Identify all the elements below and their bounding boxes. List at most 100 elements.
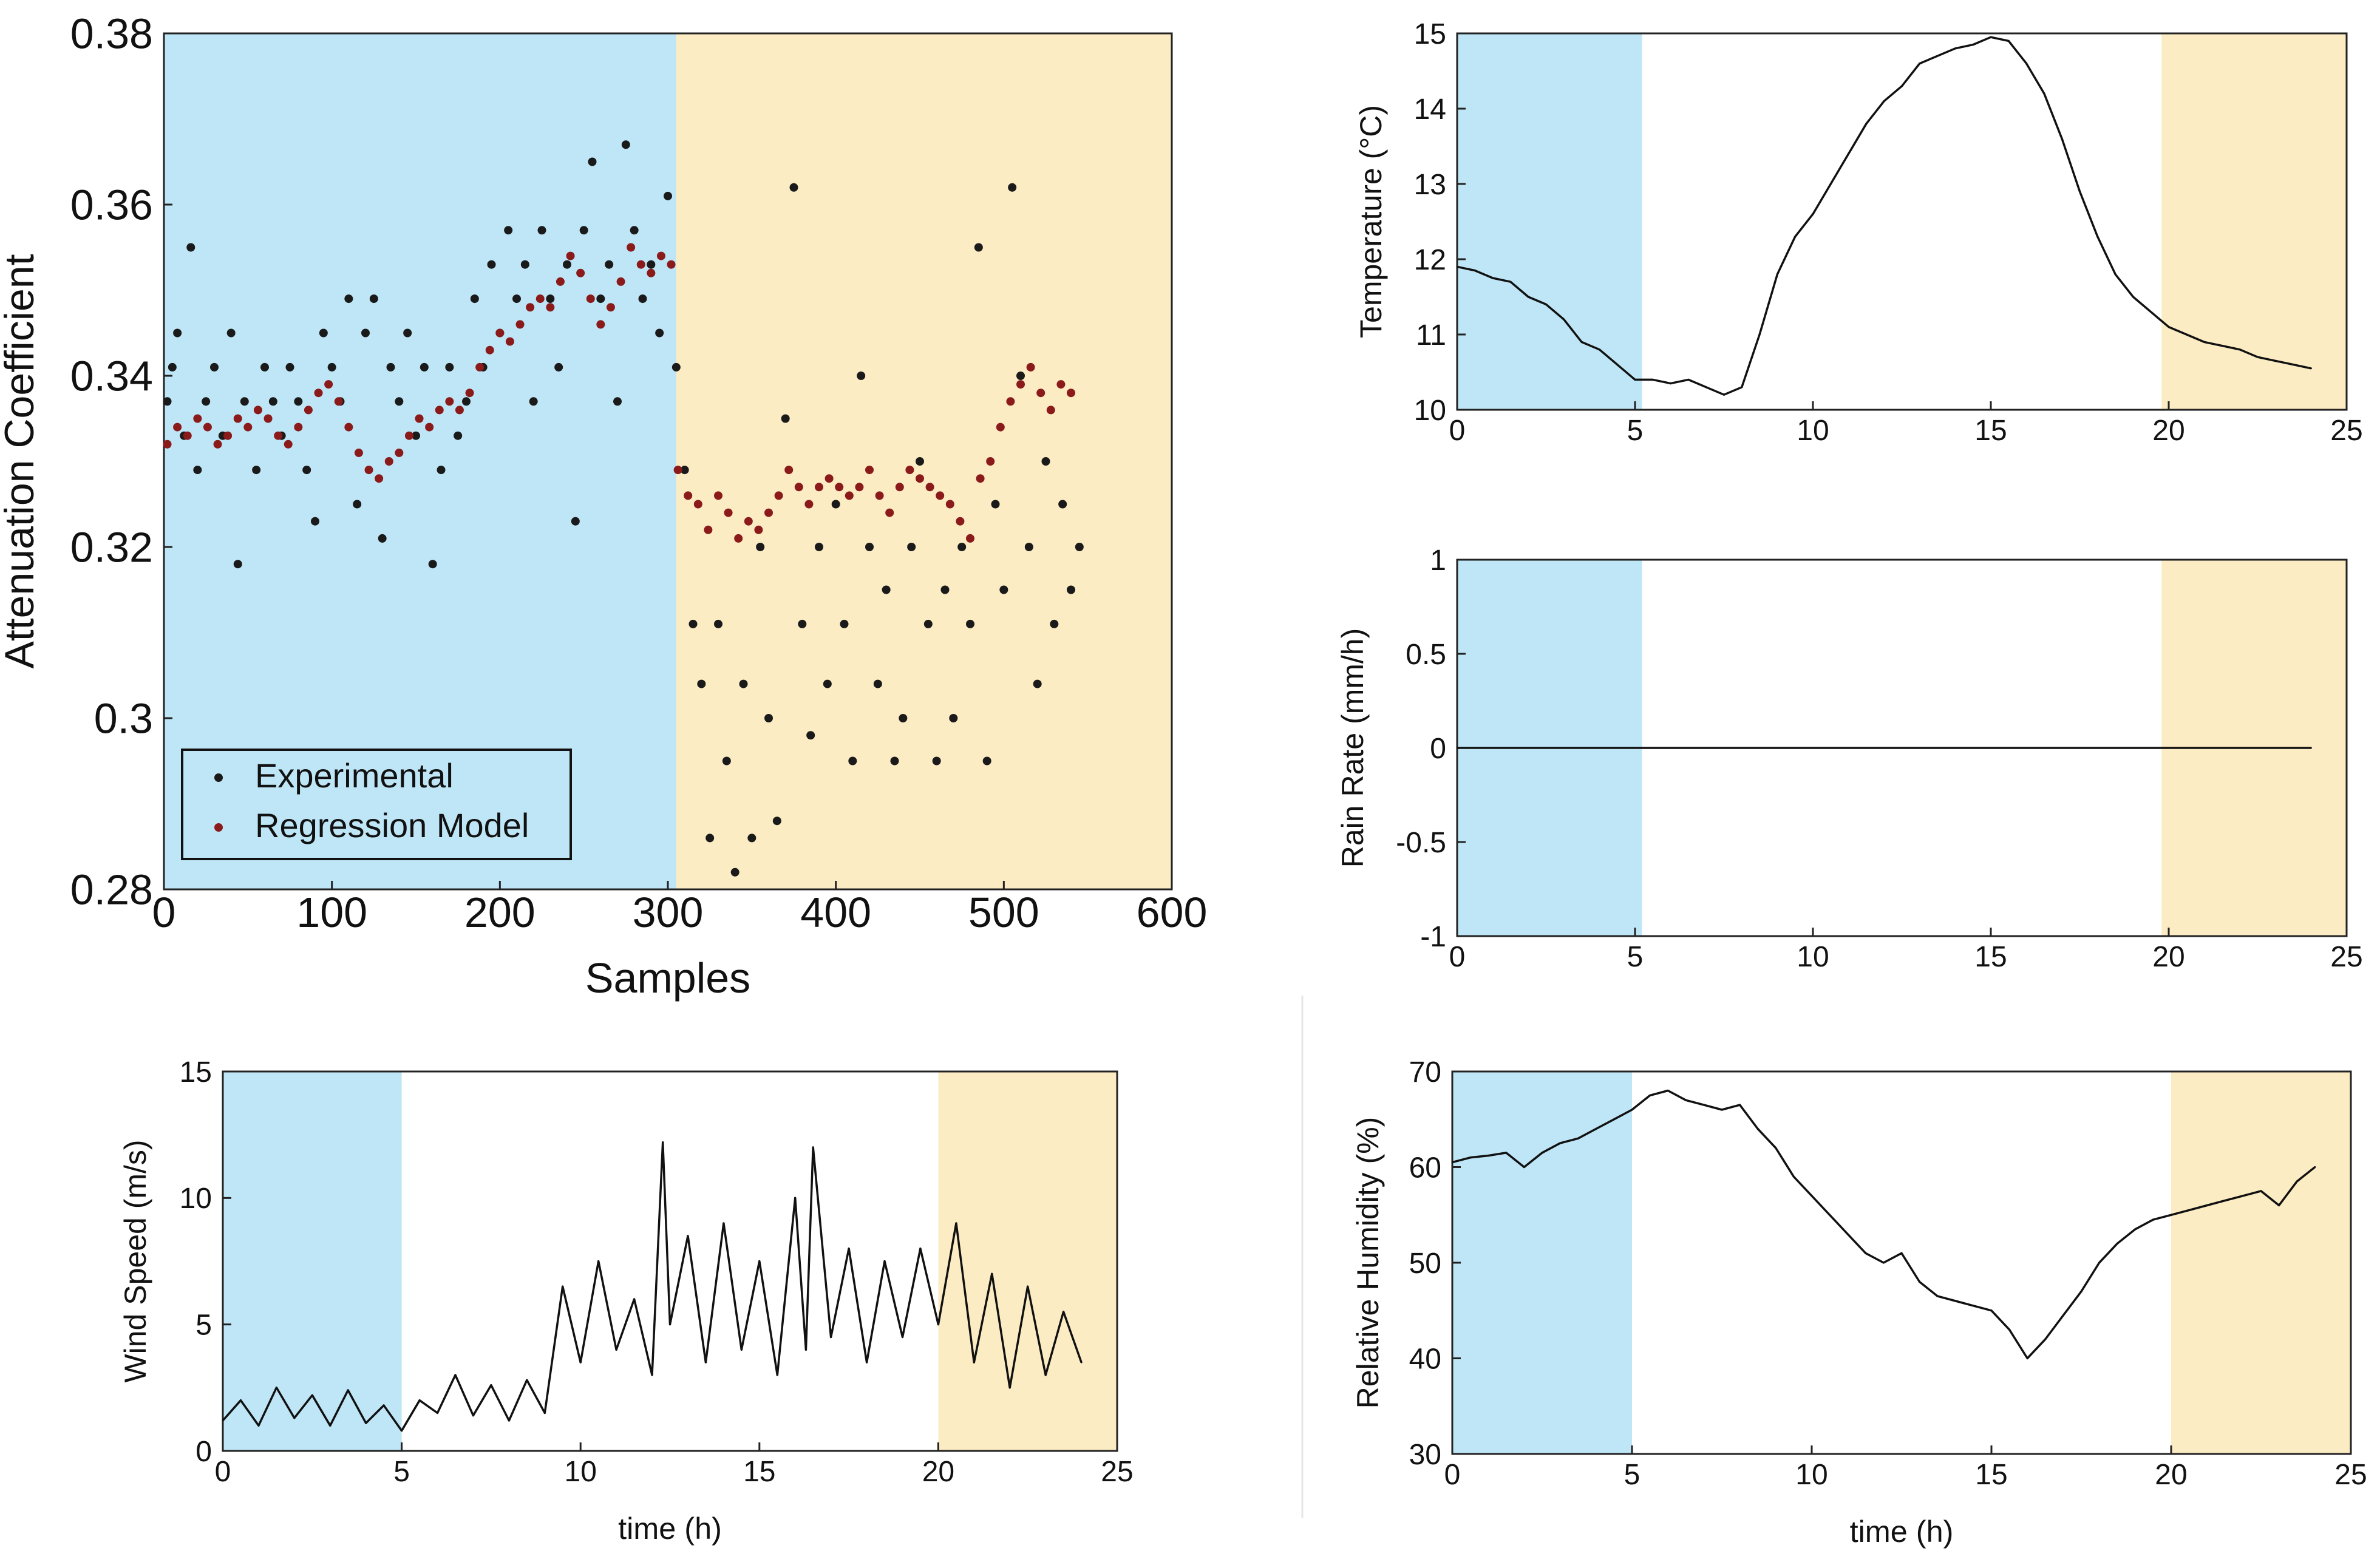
temperature-data-point: [2096, 236, 2099, 238]
experimental-point: [395, 397, 404, 406]
y-tick-label: 0.28: [70, 866, 153, 914]
humidity-data-point: [2188, 1209, 2191, 1211]
regression-point: [724, 508, 733, 517]
regression-point: [556, 277, 565, 286]
temperature-plot-frame: [1456, 32, 2348, 411]
humidity-data-point: [1559, 1142, 1562, 1144]
humidity-data-point: [1613, 1118, 1615, 1121]
experimental-point: [1033, 679, 1042, 688]
regression-point: [576, 268, 585, 277]
regression-point: [673, 466, 682, 475]
y-tick-label: 0.34: [70, 353, 153, 400]
wind-data-point: [991, 1272, 993, 1275]
wind-data-point: [794, 1197, 797, 1199]
x-tick-label: 10: [1795, 1459, 1827, 1491]
temperature-data-point: [1741, 386, 1743, 389]
regression-point: [425, 423, 434, 432]
experimental-point: [781, 414, 790, 423]
experimental-point: [226, 328, 236, 338]
experimental-point: [974, 243, 983, 252]
regression-point: [264, 414, 273, 423]
regression-point: [213, 440, 222, 449]
regression-point: [684, 491, 693, 500]
temperature-data-point: [1901, 85, 1903, 87]
wind-data-point: [1062, 1311, 1065, 1313]
experimental-point: [268, 397, 277, 406]
experimental-point: [899, 714, 908, 722]
temperature-data-point: [1794, 236, 1797, 238]
experimental-point: [378, 534, 387, 543]
temperature-data-point: [2239, 348, 2241, 351]
experimental-point: [664, 191, 672, 200]
regression-point: [636, 260, 645, 269]
wind-data-point: [633, 1298, 636, 1300]
x-tick-label: 25: [2334, 1459, 2367, 1491]
x-tick-label: 15: [743, 1456, 775, 1488]
regression-point: [354, 448, 363, 457]
x-tick-label: 100: [296, 889, 367, 936]
regression-point: [916, 474, 924, 483]
x-tick-label: 15: [1975, 1459, 2007, 1491]
regression-point: [704, 525, 713, 534]
experimental-point: [966, 619, 974, 628]
wind-data-point: [812, 1146, 814, 1149]
regression-point: [784, 466, 794, 475]
wind-data-point: [758, 1260, 761, 1262]
temperature-data-point: [2257, 356, 2259, 358]
experimental-point: [285, 362, 294, 372]
regression-point: [744, 517, 753, 526]
temperature-chart: 0 5 10 15 20 25 10 11 12 13 14 15 Temperature (°C): [1354, 18, 2363, 447]
experimental-point: [815, 543, 823, 551]
regression-point: [656, 251, 665, 260]
regression-point: [193, 414, 202, 423]
humidity-data-point: [1810, 1195, 1813, 1197]
wind-data-point: [222, 1419, 224, 1422]
regression-point: [375, 474, 384, 483]
temperature-data-point: [1829, 183, 1832, 185]
experimental-point: [806, 731, 815, 740]
x-tick-label: 15: [1974, 941, 2007, 973]
regression-point: [495, 328, 505, 338]
wind-data-point: [311, 1394, 313, 1396]
temperature-data-point: [1687, 378, 1690, 381]
regression-point: [956, 517, 965, 526]
x-tick-label: 10: [1797, 415, 1829, 447]
wind-data-point: [1044, 1374, 1047, 1376]
humidity-data-point: [1739, 1104, 1741, 1106]
humidity-data-point: [1505, 1152, 1508, 1154]
wind-data-point: [382, 1404, 385, 1407]
x-tick-label: 300: [633, 889, 704, 936]
regression-point: [824, 474, 834, 483]
humidity-data-point: [1829, 1214, 1831, 1216]
wind-data-point: [662, 1141, 664, 1144]
regression-point: [815, 483, 823, 492]
x-tick-label: 10: [1797, 941, 1829, 973]
regression-point: [855, 483, 864, 492]
humidity-data-point: [1685, 1099, 1687, 1101]
experimental-point: [647, 260, 656, 269]
humidity-data-point: [1451, 1161, 1453, 1164]
y-tick-label: 50: [1409, 1248, 1441, 1280]
regression-point: [505, 337, 514, 346]
experimental-point: [957, 543, 967, 551]
experimental-point: [512, 294, 521, 304]
experimental-point: [462, 397, 471, 406]
wind-data-point: [1008, 1387, 1011, 1389]
temperature-data-point: [1474, 270, 1476, 272]
y-tick-label: 0.32: [70, 524, 153, 571]
experimental-point: [1067, 585, 1075, 594]
temperature-data-point: [1456, 265, 1458, 268]
temperature-data-point: [2132, 296, 2134, 298]
experimental-point: [163, 397, 172, 406]
wind-data-point: [1027, 1285, 1029, 1288]
x-tick-label: 0: [1449, 941, 1466, 973]
temperature-data-point: [1972, 44, 1974, 46]
wind-data-point: [722, 1222, 725, 1224]
regression-point: [364, 466, 373, 475]
experimental-point: [1008, 183, 1017, 192]
wind-shaded-region-yellow: [938, 1071, 1117, 1451]
regression-point: [966, 534, 974, 543]
experimental-point: [638, 294, 647, 304]
wind-data-point: [579, 1361, 582, 1363]
